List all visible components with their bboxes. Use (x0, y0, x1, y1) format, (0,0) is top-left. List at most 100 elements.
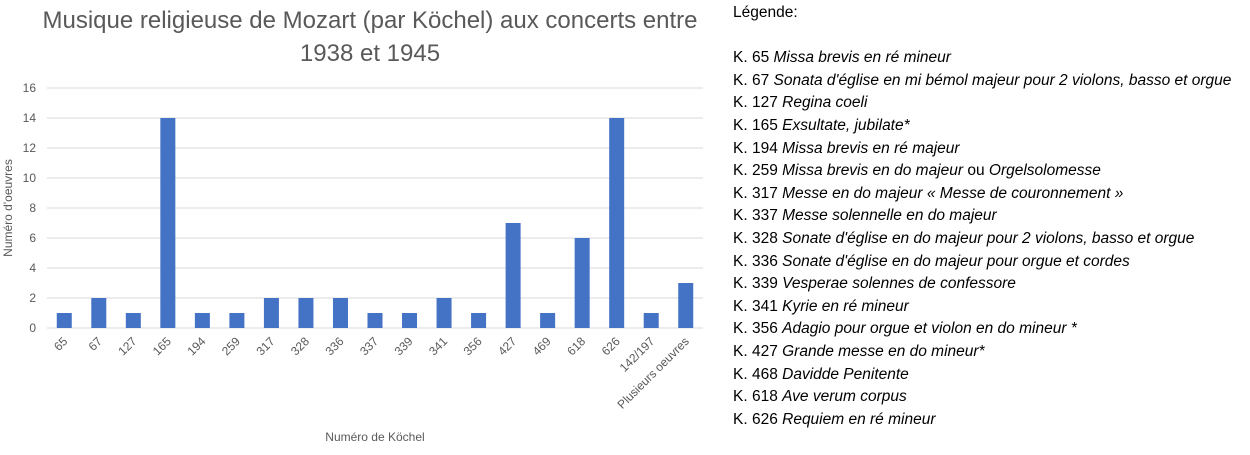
legend-item-number: K. 618 (733, 388, 783, 406)
legend-item-number: K. 328 (733, 229, 783, 247)
legend-item: K. 67 Sonata d'église en mi bémol majeur… (733, 70, 1238, 93)
gridlines (47, 87, 703, 329)
legend-item: K. 65 Missa brevis en ré mineur (733, 47, 1238, 70)
legend-item-name: Davidde Penitente (782, 365, 909, 383)
y-tick-label: 10 (23, 171, 37, 185)
legend-item-number: K. 194 (733, 139, 783, 157)
legend-item-number: K. 626 (733, 410, 783, 428)
legend-item-number: K. 336 (733, 252, 783, 270)
legend-item-number: K. 259 (733, 162, 783, 180)
x-tick-label: 328 (288, 334, 312, 358)
legend-item: K. 626 Requiem en ré mineur (733, 409, 1238, 432)
y-tick-label: 12 (23, 141, 37, 155)
legend: Légende: K. 65 Missa brevis en ré mineur… (733, 2, 1238, 431)
legend-item-name: Messe solennelle en do majeur (782, 207, 997, 225)
legend-item: K. 618 Ave verum corpus (733, 386, 1238, 409)
legend-item-number: K. 341 (733, 297, 783, 315)
bar-337 (367, 313, 383, 328)
legend-item-connector: ou (963, 162, 989, 180)
y-tick-label: 0 (29, 321, 36, 335)
bar-plusieurs-oeuvres (678, 283, 694, 328)
bar-127 (125, 313, 141, 328)
legend-item-number: K. 127 (733, 94, 783, 112)
legend-item: K. 356 Adagio pour orgue et violon en do… (733, 318, 1238, 341)
legend-item: K. 328 Sonate d'église en do majeur pour… (733, 228, 1238, 251)
legend-item-number: K. 65 (733, 49, 774, 67)
x-tick-label: 469 (530, 334, 554, 358)
bar-626 (609, 118, 625, 328)
bar-194 (194, 313, 210, 328)
legend-item-name: Missa brevis en do majeur (782, 162, 964, 180)
legend-item-name: Missa brevis en ré majeur (782, 139, 960, 157)
x-tick-label: 194 (184, 334, 208, 358)
legend-items: K. 65 Missa brevis en ré mineur K. 67 Son… (733, 47, 1238, 431)
bar-165 (160, 118, 176, 328)
legend-item-name: Ave verum corpus (782, 388, 907, 406)
legend-item: K. 337 Messe solennelle en do majeur (733, 205, 1238, 228)
x-tick-label: 626 (599, 334, 623, 358)
legend-item: K. 336 Sonate d'église en do majeur pour… (733, 251, 1238, 274)
legend-item-name: Sonate d'église en do majeur pour orgue … (782, 252, 1130, 270)
y-tick-label: 6 (29, 231, 36, 245)
bar-618 (574, 238, 590, 328)
legend-item-name: Adagio pour orgue et violon en do mineur… (782, 320, 1077, 338)
x-tick-label: 427 (495, 334, 519, 358)
x-tick-label: 259 (219, 334, 243, 358)
legend-item-name: Requiem en ré mineur (782, 410, 936, 428)
bar-65 (56, 313, 72, 328)
x-tick-label: 341 (426, 334, 450, 358)
legend-item-name: Grande messe en do mineur* (782, 342, 985, 360)
legend-item: K. 341 Kyrie en ré mineur (733, 296, 1238, 319)
y-tick-label: 14 (23, 111, 37, 125)
x-axis-title: Numéro de Köchel (325, 430, 424, 444)
chart-title: Musique religieuse de Mozart (par Köchel… (42, 7, 698, 67)
x-tick-label: 165 (150, 334, 174, 358)
legend-item: K. 468 Davidde Penitente (733, 364, 1238, 387)
legend-item-name: Vesperae solennes de confessore (782, 275, 1016, 293)
legend-item-name: Sonate d'église en do majeur pour 2 viol… (782, 229, 1195, 247)
bar-142-197 (643, 313, 659, 328)
y-tick-label: 2 (29, 291, 36, 305)
bar-469 (540, 313, 556, 328)
bars (56, 118, 694, 328)
bar-317 (263, 298, 279, 328)
x-tick-label: 65 (51, 334, 71, 354)
legend-item: K. 317 Messe en do majeur « Messe de cou… (733, 183, 1238, 206)
legend-item-number: K. 67 (733, 71, 774, 89)
y-tick-label: 8 (29, 201, 36, 215)
legend-item-name: Missa brevis en ré mineur (773, 49, 951, 67)
x-tick-label: 618 (564, 334, 588, 358)
x-tick-labels: 65 67 127 165 194 259 317 328 336 337 339 341 356 427… (51, 334, 692, 412)
y-tick-labels: 0 2 4 6 8 10 12 14 16 (23, 81, 37, 335)
bar-427 (505, 223, 521, 328)
bar-339 (402, 313, 418, 328)
x-tick-label: 339 (392, 334, 416, 358)
y-tick-label: 16 (23, 81, 37, 95)
legend-item-number: K. 337 (733, 207, 783, 225)
x-tick-label: 356 (461, 334, 485, 358)
bar-328 (298, 298, 314, 328)
legend-item-name: Messe en do majeur « Messe de couronneme… (782, 184, 1124, 202)
legend-item: K. 259 Missa brevis en do majeur ou Orge… (733, 160, 1238, 183)
bar-336 (332, 298, 348, 328)
legend-item-name: Regina coeli (782, 94, 868, 112)
bar-341 (436, 298, 452, 328)
legend-item: K. 194 Missa brevis en ré majeur (733, 138, 1238, 161)
x-tick-label: 317 (253, 334, 277, 358)
legend-item: K. 165 Exsultate, jubilate* (733, 115, 1238, 138)
y-axis-title: Numéro d'oeuvres (1, 159, 15, 257)
x-tick-label: 67 (86, 334, 106, 354)
legend-item: K. 127 Regina coeli (733, 92, 1238, 115)
legend-item-number: K. 427 (733, 342, 783, 360)
bar-67 (91, 298, 107, 328)
legend-item-name: Sonata d'église en mi bémol majeur pour … (773, 71, 1232, 89)
x-tick-label: 336 (323, 334, 347, 358)
legend-item-alt-name: Orgelsolomesse (988, 162, 1101, 180)
x-tick-label: 337 (357, 334, 381, 358)
legend-item-number: K. 356 (733, 320, 783, 338)
x-tick-label: 127 (115, 334, 139, 358)
legend-item-number: K. 468 (733, 365, 783, 383)
legend-item-name: Kyrie en ré mineur (782, 297, 909, 315)
bar-chart: 0 2 4 6 8 10 12 14 16 65 67 127 165 194 259 317 328 336 3… (1, 81, 703, 444)
bar-259 (229, 313, 245, 328)
